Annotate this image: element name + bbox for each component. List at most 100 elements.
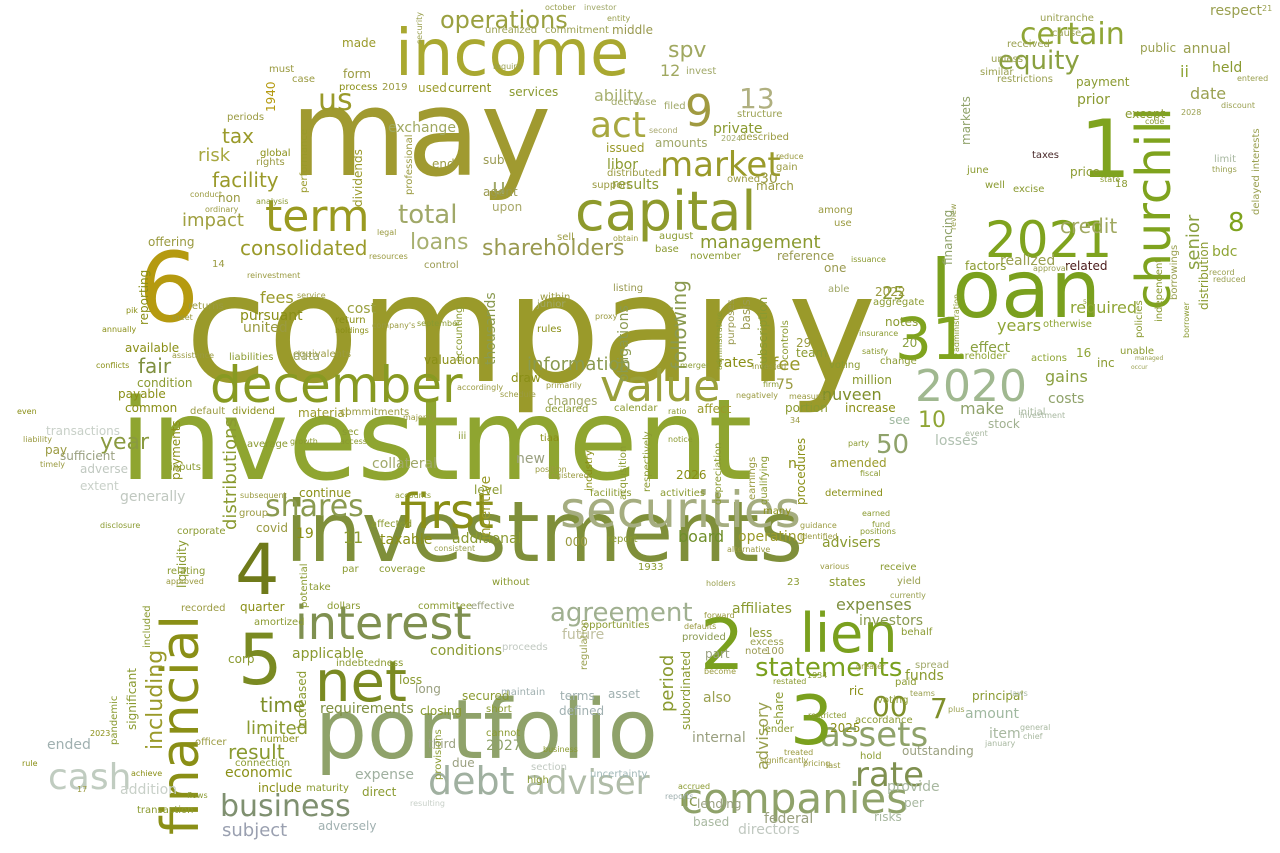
cloud-word: described [740, 132, 789, 143]
cloud-word: calendar [614, 403, 658, 414]
cloud-word: period [657, 654, 678, 712]
cloud-word: except [1125, 107, 1166, 121]
cloud-word: 10 [918, 408, 946, 433]
cloud-word: future [562, 627, 605, 643]
cloud-word: among [818, 205, 853, 216]
cloud-word: expenses [836, 595, 912, 614]
cloud-word: 16 [1076, 346, 1092, 360]
cloud-word: subordinated [679, 650, 693, 730]
cloud-word: 23 [787, 577, 800, 588]
cloud-word: 34 [790, 416, 801, 425]
cloud-word: become [704, 667, 737, 676]
cloud-word: rule [22, 759, 38, 768]
cloud-word: change [880, 356, 917, 367]
cloud-word: iii [458, 431, 467, 442]
cloud-word: gains [1045, 367, 1088, 386]
cloud-word: payment [1076, 75, 1130, 89]
cloud-word: affected [371, 519, 413, 530]
cloud-word: conduct [190, 190, 223, 199]
cloud-word: operating [738, 529, 806, 545]
cloud-word: respectively [642, 431, 653, 492]
cloud-word: 14 [212, 259, 225, 270]
cloud-word: rates [718, 355, 754, 371]
cloud-word: 2020 [915, 361, 1027, 412]
cloud-word: issued [606, 141, 645, 155]
cloud-word: states [829, 575, 866, 589]
cloud-word: able [828, 284, 850, 295]
cloud-word: gain [776, 162, 798, 173]
cloud-word: 4 [235, 529, 280, 611]
cloud-word: expense [355, 767, 414, 783]
cloud-word: chief [1023, 732, 1043, 741]
cloud-word: distributions [220, 418, 241, 530]
cloud-word: date [1190, 84, 1227, 103]
cloud-word: business [543, 745, 578, 754]
cloud-word: level [474, 483, 503, 497]
cloud-word: par [342, 564, 359, 575]
cloud-word: interest [295, 596, 472, 650]
cloud-word: principal [972, 689, 1024, 703]
cloud-word: factors [965, 259, 1007, 273]
cloud-word: earnings [747, 456, 758, 500]
cloud-word: average [247, 439, 288, 450]
cloud-word: tax [222, 124, 254, 148]
cloud-word: less [749, 626, 773, 640]
cloud-word: potential [299, 563, 310, 608]
cloud-word: affiliates [732, 601, 792, 617]
cloud-word: case [292, 74, 315, 85]
cloud-word: process [339, 82, 378, 93]
cloud-word: notes [885, 315, 919, 329]
cloud-word: holders [706, 579, 736, 588]
cloud-word: 6 [138, 232, 200, 344]
cloud-word: structure [737, 109, 783, 120]
cloud-word: covid [256, 521, 288, 535]
cloud-word: similar [980, 67, 1014, 78]
cloud-word: actions [1031, 353, 1067, 364]
cloud-word: term [265, 191, 370, 242]
cloud-word: year [100, 430, 150, 455]
cloud-word: private [713, 121, 763, 137]
cloud-word: debt [428, 759, 515, 803]
cloud-word: schedule [500, 390, 536, 399]
cloud-word: corp [228, 652, 255, 666]
cloud-word: additional [452, 531, 522, 547]
cloud-word: base [655, 244, 679, 255]
cloud-word: reference [777, 249, 835, 263]
cloud-word: consolidated [240, 236, 368, 260]
cloud-word: third [428, 737, 456, 751]
cloud-word: dividends [351, 149, 365, 207]
cloud-word: fiscal [860, 469, 881, 478]
cloud-word: receive [880, 562, 917, 573]
cloud-word: 75 [776, 377, 794, 393]
cloud-word: administrative [715, 312, 724, 370]
cloud-word: time [260, 693, 306, 717]
cloud-word: first [400, 484, 494, 540]
cloud-word: 1933 [638, 562, 664, 573]
cloud-word: even [17, 407, 37, 416]
cloud-word: cannot [486, 728, 521, 739]
cloud-word: indebtedness [336, 658, 404, 669]
cloud-word: borrower [1182, 302, 1191, 338]
cloud-word: subscription [756, 296, 770, 370]
cloud-word: depreciation [713, 442, 724, 505]
cloud-word: november [690, 251, 741, 262]
cloud-word: entity [607, 14, 631, 23]
cloud-word: middle [612, 23, 653, 37]
cloud-word: satisfy [862, 347, 889, 356]
cloud-word: accounts [395, 491, 432, 500]
cloud-word: default [190, 406, 226, 417]
cloud-word: 9 [685, 86, 713, 137]
cloud-word: 5 [238, 619, 283, 701]
cloud-word: paid [895, 677, 917, 688]
cloud-word: capital [575, 180, 757, 243]
cloud-word: distributed [607, 168, 662, 179]
cloud-word: provide [887, 779, 940, 795]
cloud-word: committee [418, 601, 473, 612]
cloud-word: accounting [454, 306, 465, 362]
cloud-word: sell [557, 232, 574, 243]
cloud-word: asset [608, 687, 640, 701]
cloud-word: amount [965, 706, 1020, 722]
cloud-word: global [260, 148, 291, 159]
cloud-word: included [142, 605, 153, 648]
cloud-word: direct [362, 785, 397, 799]
